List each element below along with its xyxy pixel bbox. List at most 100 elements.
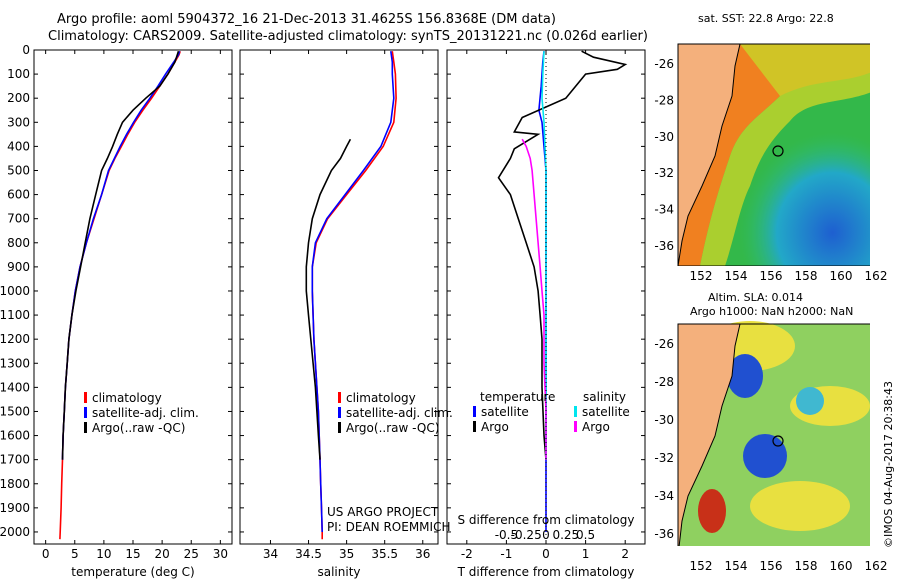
sla-cyan-eddy: [796, 387, 824, 415]
y-tick-label: 1800: [0, 477, 30, 491]
y-tick-label: 1100: [0, 308, 30, 322]
series-line-argo-raw-qc-: [305, 138, 352, 460]
y-tick-label: 900: [7, 260, 30, 274]
map-lon-label: 156: [760, 559, 783, 573]
x-tick-label: 36: [415, 547, 430, 561]
legend-label: satellite: [582, 405, 630, 419]
y-tick-label: 1400: [0, 380, 30, 394]
x-tick-label: 30: [213, 547, 228, 561]
legend-salinity-header: salinity: [583, 390, 626, 404]
y-tick-label: 800: [7, 236, 30, 250]
y-tick-label: 100: [7, 67, 30, 81]
y-tick-label: 1600: [0, 429, 30, 443]
map-lat-label: -30: [654, 413, 674, 427]
legend-label: satellite-adj. clim.: [92, 406, 199, 420]
legend-swatch: [338, 422, 341, 433]
series-line-salinity-argo: [521, 138, 547, 460]
sst-map: [677, 43, 870, 266]
legend-label: climatology: [92, 391, 162, 405]
map-lat-label: -30: [654, 130, 674, 144]
y-tick-label: 2000: [0, 525, 30, 539]
sla-caption-1: Altim. SLA: 0.014: [708, 291, 804, 304]
s-tick-label: 0: [542, 528, 550, 542]
y-tick-label: 1300: [0, 356, 30, 370]
x-tick-label: 1: [582, 547, 590, 561]
x-tick-label: 10: [96, 547, 111, 561]
legend-swatch: [338, 407, 341, 418]
legend-label: satellite-adj. clim.: [346, 406, 453, 420]
map-lat-label: -36: [654, 239, 674, 253]
map-lon-label: 156: [760, 269, 783, 283]
map-lon-label: 160: [830, 269, 853, 283]
map-lon-label: 162: [865, 269, 888, 283]
legend-swatch: [574, 421, 577, 432]
sla-frame: [677, 323, 870, 546]
x-tick-label: 35: [339, 547, 354, 561]
sla-map: [677, 321, 870, 546]
x-tick-label: 5: [71, 547, 79, 561]
series-line-climatology: [311, 51, 397, 540]
y-tick-label: 600: [7, 188, 30, 202]
map-lat-label: -34: [654, 203, 674, 217]
sla-yellow-3: [750, 481, 850, 531]
x-tick-label: 2: [621, 547, 629, 561]
map-lat-label: -34: [654, 489, 674, 503]
legend-temperature-header: temperature: [480, 390, 555, 404]
legend-swatch: [574, 406, 577, 417]
series-line-temperature-argo: [497, 50, 628, 460]
series-line-climatology: [59, 50, 181, 540]
project-line-2: PI: DEAN ROEMMICH: [327, 520, 450, 534]
legend-label: Argo: [481, 420, 509, 434]
map-lon-label: 158: [795, 269, 818, 283]
map-lon-label: 152: [690, 269, 713, 283]
s-tick-label: 0.25: [552, 528, 579, 542]
sla-argo-marker: [772, 435, 784, 447]
sla-red-eddy: [698, 489, 726, 533]
sst-caption: sat. SST: 22.8 Argo: 22.8: [698, 12, 834, 25]
x-tick-label: 25: [184, 547, 199, 561]
x-tick-label: 20: [154, 547, 169, 561]
s-tick-label: -0.25: [511, 528, 542, 542]
sla-blue-eddy-2: [743, 434, 787, 478]
map-lon-label: 154: [725, 269, 748, 283]
y-tick-label: 300: [7, 115, 30, 129]
legend-swatch: [84, 422, 87, 433]
y-tick-label: 500: [7, 163, 30, 177]
x-tick-label: -1: [500, 547, 512, 561]
sst-frame: [677, 43, 870, 266]
x-tick-label: 0: [542, 547, 550, 561]
series-line-satellite-adj-clim-: [311, 51, 395, 533]
x-axis-label: salinity: [317, 565, 360, 579]
legend-swatch: [473, 421, 476, 432]
x-tick-label: 15: [125, 547, 140, 561]
s-tick-label: -0.5: [495, 528, 518, 542]
y-tick-label: 1000: [0, 284, 30, 298]
map-lon-label: 160: [830, 559, 853, 573]
y-tick-label: 0: [22, 43, 30, 57]
legend-swatch: [473, 406, 476, 417]
sla-blue-eddy-1: [727, 354, 763, 398]
s-tick-label: 0.5: [576, 528, 595, 542]
y-tick-label: 700: [7, 212, 30, 226]
project-line-1: US ARGO PROJECT: [327, 505, 439, 519]
map-lon-label: 152: [690, 559, 713, 573]
s-axis-label: S difference from climatology: [458, 513, 635, 527]
x-tick-label: 34: [263, 547, 278, 561]
sst-land: [677, 43, 741, 266]
x-tick-label: 34.5: [295, 547, 322, 561]
map-lon-label: 158: [795, 559, 818, 573]
legend-label: Argo: [582, 420, 610, 434]
x-axis-label: T difference from climatology: [457, 565, 635, 579]
map-lat-label: -36: [654, 527, 674, 541]
y-tick-label: 1700: [0, 453, 30, 467]
y-tick-label: 200: [7, 91, 30, 105]
y-tick-label: 1900: [0, 501, 30, 515]
map-lat-label: -32: [654, 451, 674, 465]
sla-land: [677, 323, 741, 546]
map-lat-label: -28: [654, 375, 674, 389]
legend-swatch: [338, 392, 341, 403]
series-line-argo-raw-qc-: [61, 50, 180, 460]
map-lat-label: -26: [654, 337, 674, 351]
series-line-salinity-satellite: [541, 51, 547, 460]
x-axis-label: temperature (deg C): [71, 565, 194, 579]
